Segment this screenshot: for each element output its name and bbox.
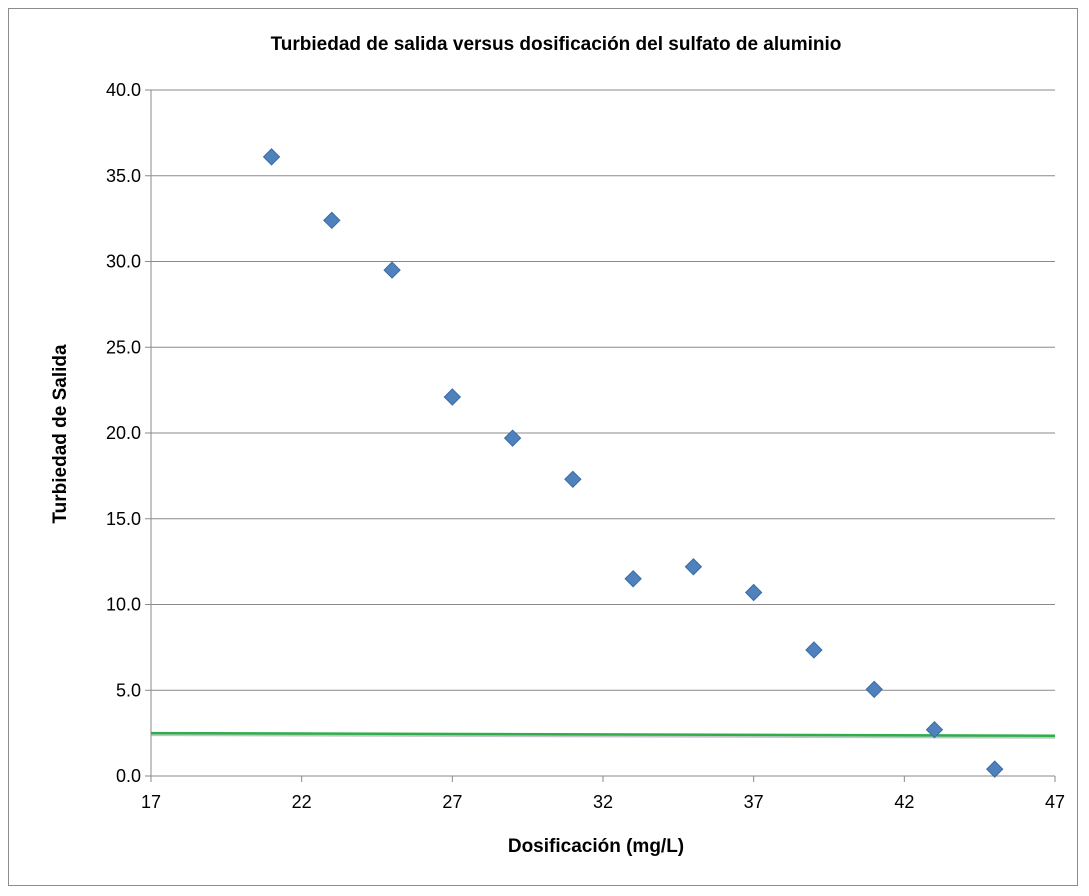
y-axis-ticks: 0.0 5.0 10.0 15.0 20.0 25.0 30.0 35.0 40.0 [106,80,151,786]
reference-line-shadow [150,734,1056,739]
chart-title: Turbiedad de salida versus dosificación … [271,34,842,55]
data-point [865,680,883,699]
data-point [805,641,823,659]
x-tick-label: 32 [593,792,613,812]
x-tick-label: 27 [442,792,462,812]
data-point [986,760,1004,778]
data-point [684,558,703,576]
y-tick-label: 10.0 [106,595,141,615]
data-points [262,148,1004,778]
y-tick-label: 30.0 [106,252,141,272]
y-tick-label: 35.0 [106,166,141,186]
reference-line [150,731,1056,737]
x-tick-label: 17 [141,792,161,812]
x-axis-label: Dosificación (mg/L) [508,836,684,857]
data-point [383,261,401,279]
y-tick-label: 15.0 [106,509,141,529]
gridlines [150,89,1055,777]
x-tick-label: 22 [292,792,312,812]
y-tick-label: 25.0 [106,337,141,357]
data-point [744,583,763,602]
data-point [503,429,522,447]
y-axis-label: Turbiedad de Salida [50,344,71,524]
y-tick-label: 20.0 [106,423,141,443]
y-tick-label: 5.0 [116,680,141,700]
data-point [443,388,462,406]
x-axis-ticks: 17 22 27 32 37 42 47 [141,776,1065,812]
chart-frame [8,8,1078,886]
x-tick-label: 37 [744,792,764,812]
x-tick-label: 47 [1045,792,1065,812]
data-point [624,570,642,588]
y-tick-label: 0.0 [116,766,141,786]
data-point [262,148,281,166]
data-point [323,211,341,230]
y-tick-label: 40.0 [106,80,141,100]
data-point [925,720,944,739]
reference-line-group [150,731,1056,739]
data-point [564,470,582,489]
x-tick-label: 42 [894,792,914,812]
